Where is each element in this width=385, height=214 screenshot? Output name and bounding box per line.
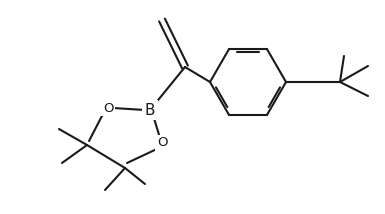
Text: O: O	[103, 101, 113, 114]
Text: O: O	[157, 137, 167, 150]
Text: B: B	[145, 103, 155, 117]
